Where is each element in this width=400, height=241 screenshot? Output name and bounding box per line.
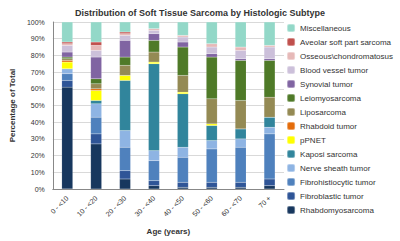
svg-text:80%: 80% [31, 52, 45, 59]
svg-text:Aveolar soft part sarcoma: Aveolar soft part sarcoma [300, 38, 392, 47]
svg-text:50%: 50% [31, 102, 45, 109]
svg-text:0%: 0% [35, 186, 45, 193]
svg-text:20 - <30: 20 - <30 [104, 194, 127, 217]
svg-text:Synovial tumor: Synovial tumor [300, 80, 353, 89]
svg-text:Age (years): Age (years) [147, 227, 191, 236]
svg-text:Osseous\chondromatosus: Osseous\chondromatosus [300, 52, 393, 61]
svg-text:Distribution of Soft Tissue Sa: Distribution of Soft Tissue Sarcoma by H… [75, 8, 325, 18]
svg-text:60 - <70: 60 - <70 [220, 194, 243, 217]
svg-text:Rhabdoid tumor: Rhabdoid tumor [300, 122, 357, 131]
svg-text:Blood vessel tumor: Blood vessel tumor [300, 66, 368, 75]
svg-text:Nerve sheath tumor: Nerve sheath tumor [300, 164, 371, 173]
svg-text:Miscellaneous: Miscellaneous [300, 24, 351, 33]
svg-text:Fibrohistiocytic tumor: Fibrohistiocytic tumor [300, 178, 376, 187]
svg-text:90%: 90% [31, 35, 45, 42]
svg-text:100%: 100% [27, 19, 45, 26]
svg-text:60%: 60% [31, 85, 45, 92]
svg-text:30 - <40: 30 - <40 [133, 194, 156, 217]
svg-text:Percentage of Total: Percentage of Total [8, 69, 17, 143]
svg-text:0 - <10: 0 - <10 [49, 194, 70, 215]
svg-text:70 +: 70 + [257, 195, 272, 210]
svg-text:10%: 10% [31, 169, 45, 176]
svg-text:Kaposi sarcoma: Kaposi sarcoma [300, 150, 358, 159]
svg-text:30%: 30% [31, 135, 45, 142]
svg-text:10 - <20: 10 - <20 [75, 194, 98, 217]
svg-text:Liposarcoma: Liposarcoma [300, 108, 346, 117]
svg-text:50 - <60: 50 - <60 [191, 194, 214, 217]
svg-text:40%: 40% [31, 119, 45, 126]
svg-text:Rhabdomyosarcoma: Rhabdomyosarcoma [300, 206, 374, 215]
svg-text:40 - <50: 40 - <50 [162, 194, 185, 217]
svg-text:20%: 20% [31, 152, 45, 159]
svg-text:Fibroblastic tumor: Fibroblastic tumor [300, 192, 364, 201]
svg-text:pPNET: pPNET [300, 136, 326, 145]
svg-text:Leiomyosarcoma: Leiomyosarcoma [300, 94, 361, 103]
svg-text:70%: 70% [31, 69, 45, 76]
